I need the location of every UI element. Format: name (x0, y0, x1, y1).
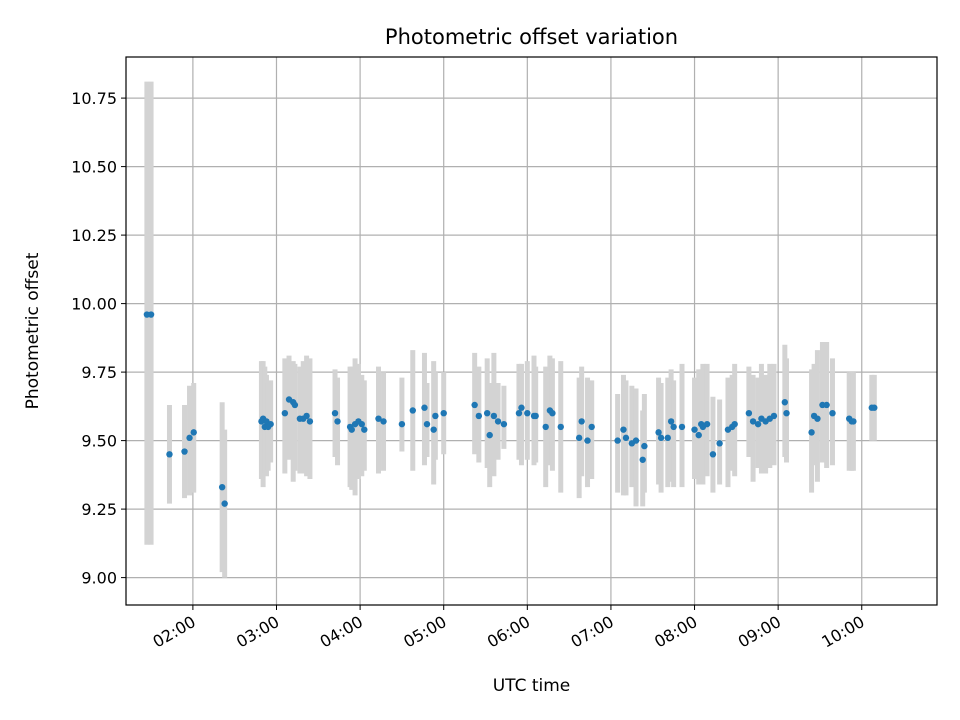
y-tick-label: 10.00 (71, 295, 117, 314)
data-point (331, 410, 339, 417)
y-tick-label: 9.25 (81, 500, 117, 519)
data-point (375, 415, 382, 422)
data-point (670, 423, 677, 431)
data-point (423, 420, 431, 428)
data-point (358, 420, 365, 428)
data-point (291, 401, 299, 409)
data-point (483, 410, 491, 417)
y-tick-label: 10.50 (71, 158, 117, 177)
data-point (190, 429, 197, 436)
data-point (745, 410, 753, 417)
data-point (632, 437, 640, 444)
data-point (783, 410, 790, 417)
plot-frame (125, 56, 938, 606)
data-point (361, 426, 368, 433)
y-tick-label: 9.00 (81, 569, 117, 588)
y-tick-label: 9.50 (81, 432, 117, 451)
data-point (655, 429, 662, 436)
data-point (578, 418, 585, 425)
data-point (709, 451, 717, 458)
data-point (475, 412, 483, 420)
data-point (823, 401, 830, 409)
x-axis-label: UTC time (493, 676, 571, 696)
chart-title: Photometric offset variation (385, 25, 678, 49)
data-point (303, 412, 310, 420)
data-point (334, 418, 341, 425)
y-tick-label: 10.25 (71, 226, 117, 245)
data-point (542, 423, 549, 431)
data-point (186, 434, 193, 442)
data-point (622, 434, 630, 442)
data-point (181, 448, 188, 455)
data-point (691, 426, 698, 433)
y-axis-label: Photometric offset (23, 252, 43, 409)
data-point (306, 418, 314, 425)
data-point (584, 437, 591, 444)
data-point (639, 456, 646, 463)
data-point (490, 412, 498, 420)
data-point (471, 401, 478, 409)
data-point (667, 418, 675, 425)
data-point (398, 420, 406, 428)
data-point (770, 412, 778, 420)
data-point (614, 437, 621, 444)
data-point (829, 410, 836, 417)
data-point (781, 399, 789, 406)
data-point (166, 451, 173, 458)
data-point (731, 420, 738, 428)
data-point (524, 410, 531, 417)
data-point (620, 426, 627, 433)
data-point (218, 483, 226, 491)
y-tick-label: 10.75 (71, 89, 117, 108)
data-point (549, 410, 556, 417)
data-point (703, 420, 711, 428)
data-point (871, 404, 878, 411)
data-point (678, 423, 686, 431)
data-point (749, 418, 757, 425)
data-point (281, 410, 289, 417)
data-point (430, 426, 437, 433)
data-point (409, 407, 416, 414)
data-point (500, 420, 508, 428)
data-point (808, 429, 815, 436)
data-point (221, 500, 228, 507)
data-point (486, 431, 493, 439)
data-point (432, 412, 439, 420)
data-point (532, 412, 539, 420)
data-point (515, 410, 523, 417)
data-points (143, 311, 878, 507)
data-point (664, 434, 671, 442)
data-point (850, 418, 857, 425)
data-point (695, 431, 702, 439)
data-point (814, 415, 821, 422)
data-point (348, 426, 355, 433)
data-point (494, 418, 502, 425)
data-point (147, 311, 155, 318)
y-tick-label: 9.75 (81, 363, 117, 382)
data-point (754, 420, 762, 428)
data-point (657, 434, 665, 442)
data-point (267, 420, 274, 428)
data-point (641, 442, 648, 450)
data-point (575, 434, 583, 442)
data-point (380, 418, 387, 425)
data-point (440, 410, 447, 417)
data-point (518, 404, 525, 411)
data-point (421, 404, 428, 411)
data-point (716, 440, 723, 447)
data-point (588, 423, 595, 431)
data-point (557, 423, 564, 431)
